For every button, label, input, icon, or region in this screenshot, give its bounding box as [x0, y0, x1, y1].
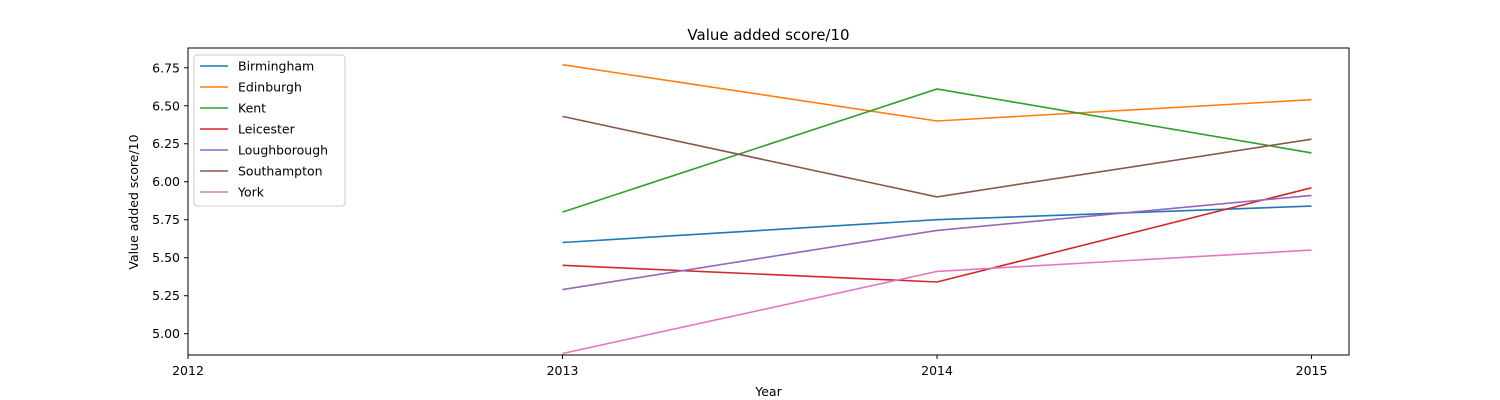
- plot-area: [187, 47, 1350, 356]
- legend-entry: York: [237, 185, 265, 200]
- y-tick-label: 5.50: [152, 250, 180, 265]
- chart-title: Value added score/10: [687, 26, 849, 44]
- x-tick-label: 2013: [547, 363, 579, 378]
- y-tick-label: 5.25: [152, 288, 180, 303]
- x-tick-label: 2014: [921, 363, 953, 378]
- y-axis: 5.00 5.25 5.50 5.75 6.00 6.25 6.50 6.75: [152, 60, 188, 341]
- legend-entry: Birmingham: [238, 59, 314, 74]
- y-tick-label: 5.75: [152, 212, 180, 227]
- y-axis-label: Value added score/10: [126, 134, 141, 269]
- y-tick-label: 6.50: [152, 98, 180, 113]
- legend-entry: Southampton: [238, 164, 323, 179]
- x-tick-label: 2015: [1296, 363, 1328, 378]
- legend-entry: Kent: [238, 101, 266, 116]
- series-line-leicester: [562, 187, 1312, 283]
- y-tick-label: 6.00: [152, 174, 180, 189]
- legend-entry: Edinburgh: [238, 80, 302, 95]
- y-tick-label: 6.25: [152, 136, 180, 151]
- plot-frame: [187, 47, 1350, 356]
- y-tick-label: 5.00: [152, 326, 180, 341]
- x-tick-label: 2012: [172, 363, 204, 378]
- series-layer: [562, 63, 1312, 355]
- series-line-edinburgh: [562, 63, 1312, 122]
- series-line-loughborough: [562, 194, 1312, 291]
- legend: Birmingham Edinburgh Kent Leicester Loughbor…: [193, 54, 346, 207]
- series-line-southampton: [562, 115, 1312, 198]
- x-axis-label: Year: [754, 384, 782, 399]
- series-line-york: [562, 249, 1312, 355]
- legend-box: [193, 54, 346, 207]
- legend-entry: Loughborough: [238, 143, 328, 158]
- legend-entry: Leicester: [238, 122, 296, 137]
- y-tick-label: 6.75: [152, 60, 180, 75]
- x-axis: 2012 2013 2014 2015: [172, 355, 1327, 378]
- series-line-birmingham: [562, 205, 1312, 244]
- series-line-kent: [562, 88, 1312, 213]
